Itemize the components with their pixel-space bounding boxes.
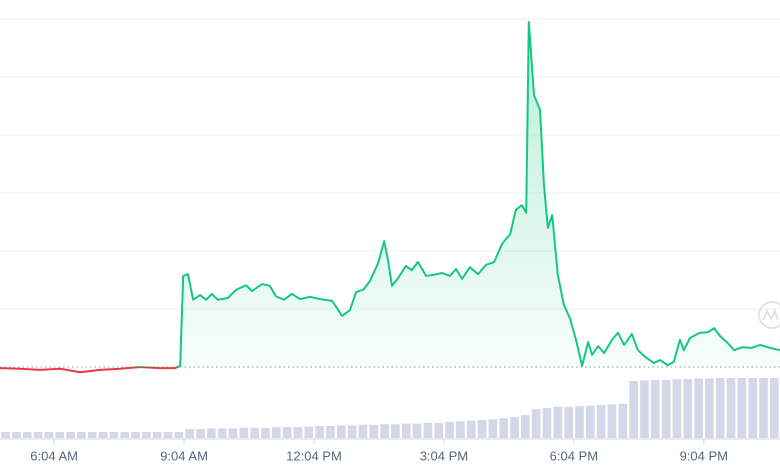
volume-bar [672, 379, 682, 438]
volume-bar [434, 423, 444, 438]
volume-bar [705, 378, 714, 438]
volume-bar [380, 424, 389, 438]
volume-bar [152, 432, 162, 438]
volume-bar [726, 378, 736, 438]
volume-bar [748, 378, 758, 438]
volume-bar [66, 432, 75, 438]
volume-bar [585, 405, 595, 438]
volume-bar [488, 419, 498, 438]
volume-bar [661, 379, 671, 438]
volume-bar [694, 378, 703, 438]
volume-bar [185, 429, 195, 438]
volume-bar [120, 432, 130, 438]
volume-bar [445, 421, 454, 438]
volume-bar [304, 426, 314, 438]
volume-bar [737, 378, 747, 438]
volume-bar [44, 432, 54, 438]
volume-bar [358, 424, 368, 438]
volume-bar [33, 432, 43, 438]
volume-bar [163, 432, 173, 438]
volume-bar [109, 432, 119, 438]
x-tick-label: 6:04 PM [550, 448, 598, 463]
volume-bar [174, 432, 184, 438]
volume-bar [142, 432, 151, 438]
volume-bar [521, 415, 530, 438]
volume-bar [715, 378, 725, 438]
volume-bar [315, 426, 324, 438]
volume-bar [423, 423, 433, 438]
x-tick-label: 9:04 AM [160, 448, 208, 463]
volume-bar [564, 406, 573, 438]
volume-bar [261, 427, 270, 438]
volume-bar [770, 378, 779, 438]
volume-bar [596, 405, 606, 438]
volume-bar [607, 404, 617, 438]
volume-bar [326, 426, 335, 438]
volume-bar [250, 427, 259, 438]
volume-bar [640, 380, 649, 438]
volume-bar [369, 424, 379, 438]
volume-bar [510, 417, 519, 438]
volume-bar [217, 428, 227, 438]
volume-bar [456, 421, 465, 438]
volume-bar [336, 425, 346, 438]
x-axis: 6:04 AM 9:04 AM 12:04 PM 3:04 PM 6:04 PM 9:04… [0, 438, 780, 463]
price-line [0, 20, 780, 374]
volume-bar [77, 432, 86, 438]
volume-bar [293, 427, 303, 438]
volume-bar [412, 423, 422, 438]
grid [0, 18, 780, 310]
volume-bar [228, 428, 238, 438]
volume-bar [477, 420, 487, 438]
volume-bar [55, 432, 65, 438]
volume-bar [12, 432, 21, 438]
volume-bar [542, 408, 552, 438]
volume-bar [239, 427, 249, 438]
volume-bar [629, 381, 638, 438]
watermark-logo [758, 301, 780, 329]
volume-bars [1, 378, 779, 438]
x-tick-label: 6:04 AM [30, 448, 78, 463]
volume-bar [650, 379, 660, 438]
volume-bar [347, 425, 357, 438]
volume-bar [207, 428, 216, 438]
volume-bar [22, 432, 32, 438]
volume-bar [683, 379, 693, 438]
volume-bar [401, 423, 411, 438]
volume-bar [553, 406, 563, 438]
volume-bar [618, 403, 628, 438]
price [0, 20, 780, 374]
x-tick-label: 3:04 PM [420, 448, 468, 463]
volume-bar [499, 418, 509, 438]
volume-bar [531, 409, 541, 438]
x-tick-label: 9:04 PM [680, 448, 728, 463]
volume-bar [759, 378, 768, 438]
volume-bar [87, 432, 97, 438]
volume-bar [575, 406, 584, 438]
price-area [0, 21, 780, 367]
volume-bar [98, 432, 108, 438]
volume-bar [282, 427, 292, 438]
volume-bar [466, 420, 476, 438]
volume-bar [391, 424, 400, 438]
volume-bar [131, 432, 140, 438]
volume-bar [196, 429, 205, 438]
x-tick-label: 12:04 PM [286, 448, 342, 463]
volume-bar [271, 427, 281, 438]
volume-bar [1, 432, 10, 438]
